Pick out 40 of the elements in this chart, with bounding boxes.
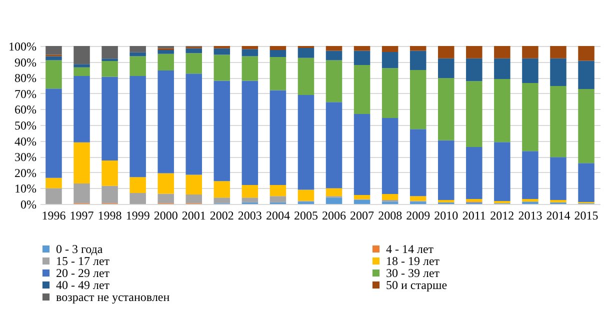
legend-label: 15 - 17 лет: [56, 254, 110, 268]
y-tick-label: 70%: [14, 86, 36, 101]
x-tick-label: 2015: [574, 208, 598, 222]
legend-label: 0 - 3 года: [56, 242, 104, 256]
x-tick-label: 1997: [70, 208, 94, 222]
x-tick-label: 2004: [266, 208, 290, 222]
y-tick-label: 80%: [14, 71, 36, 86]
x-tick-label: 1998: [98, 208, 122, 222]
x-tick-label: 2010: [434, 208, 458, 222]
legend-label: 20 - 29 лет: [56, 266, 110, 280]
x-tick-label: 2005: [294, 208, 318, 222]
legend-label: 50 и старше: [386, 278, 448, 292]
y-tick-label: 90%: [14, 55, 36, 70]
x-tick-label: 2011: [462, 208, 486, 222]
x-tick-label: 2008: [378, 208, 402, 222]
x-tick-label: 1996: [42, 208, 66, 222]
legend-label: 30 - 39 лет: [386, 266, 440, 280]
x-tick-label: 1999: [126, 208, 150, 222]
x-tick-label: 2000: [154, 208, 178, 222]
x-tick-label: 2001: [182, 208, 206, 222]
y-tick-label: 10%: [14, 182, 36, 196]
x-tick-label: 2014: [546, 208, 570, 222]
y-tick-label: 30%: [14, 150, 36, 164]
y-tick-label: 60%: [14, 102, 36, 117]
legend-label: возраст не установлен: [56, 290, 170, 304]
legend-label: 40 - 49 лет: [56, 278, 110, 292]
y-tick-label: 20%: [14, 166, 36, 180]
y-tick-label: 100%: [8, 40, 36, 54]
x-tick-label: 2006: [322, 208, 346, 222]
x-tick-label: 2009: [406, 208, 430, 222]
x-tick-label: 2003: [238, 208, 262, 222]
x-tick-label: 2013: [518, 208, 542, 222]
x-tick-label: 2002: [210, 208, 234, 222]
legend-label: 18 - 19 лет: [386, 254, 440, 268]
y-tick-label: 0%: [20, 198, 36, 212]
x-tick-label: 2007: [350, 208, 374, 222]
x-tick-label: 2012: [490, 208, 514, 222]
y-tick-label: 50%: [14, 118, 36, 132]
legend-label: 4 - 14 лет: [386, 242, 434, 256]
y-tick-label: 40%: [14, 134, 36, 148]
